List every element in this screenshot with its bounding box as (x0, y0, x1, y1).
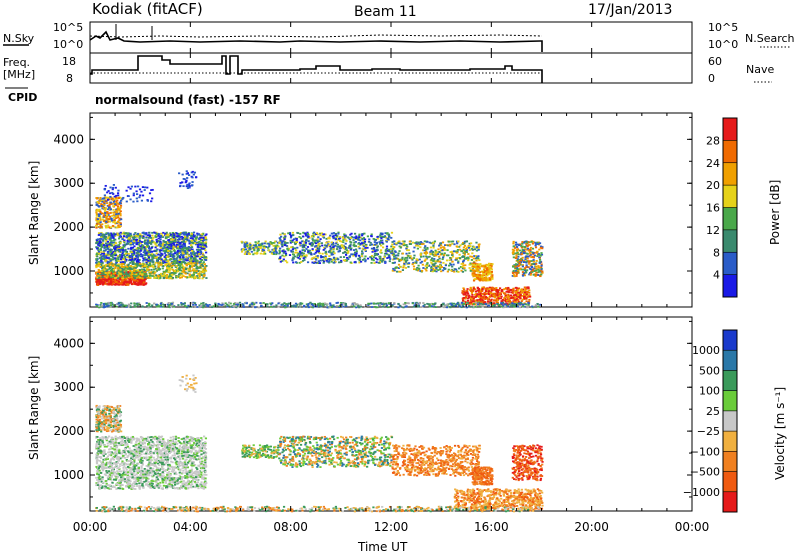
colorbar-segment (723, 140, 737, 164)
noise-right-tick-top: 10^5 (708, 21, 738, 34)
colorbar-tick-label: −500 (690, 466, 720, 479)
noise-right-tick-bottom: 10^0 (708, 38, 738, 51)
colorbar-segment (723, 451, 737, 473)
colorbar-segment (723, 274, 737, 298)
noise-left-tick-bottom: 10^0 (53, 38, 83, 51)
y-tick-label: 1000 (53, 264, 84, 278)
mhz-label: [MHz] (3, 68, 35, 81)
n-search-line (89, 34, 543, 38)
power-heatmap (95, 170, 544, 309)
velocity-panel: 1000 2000 3000 4000 Slant Range [km] 1000 50… (27, 316, 787, 513)
colorbar-segment (723, 162, 737, 186)
colorbar-tick-label: 12 (706, 224, 720, 237)
nave-tick-bottom: 0 (708, 72, 715, 85)
x-tick-label: 04:00 (173, 520, 208, 534)
colorbar-segment (723, 350, 737, 371)
colorbar-tick-label: 28 (706, 134, 720, 147)
cpid-label: CPID (8, 91, 37, 104)
velocity-y-axis-label: Slant Range [km] (27, 356, 41, 460)
x-axis: 00:00 04:00 08:00 12:00 16:00 20:00 00:00 (73, 22, 710, 534)
power-y-axis-label: Slant Range [km] (27, 161, 41, 265)
x-tick-label: 00:00 (675, 520, 710, 534)
colorbar-segment (723, 229, 737, 253)
colorbar-tick-label: −100 (690, 445, 720, 458)
colorbar-tick-label: 1000 (692, 344, 720, 357)
colorbar-tick-label: 500 (699, 364, 720, 377)
velocity-colorbar-label: Velocity [m s⁻¹] (773, 387, 787, 480)
x-tick-label: 20:00 (574, 520, 609, 534)
freq-label: Freq. (3, 56, 30, 69)
freq-line (90, 55, 543, 83)
n-sky-line (89, 30, 543, 52)
y-tick-label: 2000 (53, 424, 84, 438)
y-tick-label: 1000 (53, 468, 84, 482)
freq-tick-top: 18 (62, 55, 76, 68)
colorbar-tick-label: 100 (699, 385, 720, 398)
n-search-label: N.Search (745, 32, 795, 45)
x-tick-label: 08:00 (273, 520, 308, 534)
colorbar-tick-label: 24 (706, 157, 720, 170)
nave-tick-top: 60 (708, 55, 722, 68)
n-sky-label: N.Sky (3, 32, 35, 45)
colorbar-segment (723, 491, 737, 513)
colorbar-tick-label: 20 (706, 179, 720, 192)
colorbar-tick-label: 4 (713, 269, 720, 282)
colorbar-tick-label: 16 (706, 202, 720, 215)
x-tick-label: 00:00 (73, 520, 108, 534)
noise-left-tick-top: 10^5 (53, 21, 83, 34)
power-y-ticks: 1000 2000 3000 4000 (53, 116, 692, 294)
colorbar-tick-label: −25 (697, 425, 720, 438)
freq-tick-bottom: 8 (66, 72, 73, 85)
site-title: Kodiak (fitACF) (92, 0, 203, 18)
x-tick-label: 12:00 (374, 520, 409, 534)
power-colorbar-label: Power [dB] (768, 180, 782, 245)
y-tick-label: 3000 (53, 176, 84, 190)
power-panel: 1000 2000 3000 4000 Slant Range [km] 4 8 12 16… (27, 112, 782, 309)
colorbar-segment (723, 471, 737, 493)
colorbar-segment (723, 252, 737, 276)
x-tick-label: 16:00 (474, 520, 509, 534)
colorbar-segment (723, 118, 737, 141)
colorbar-segment (723, 330, 737, 351)
y-tick-label: 3000 (53, 380, 84, 394)
velocity-colorbar: 1000 500 100 25 −25 −100 −500 −1000 (683, 329, 738, 513)
noise-panel: N.Sky 10^5 10^0 10^5 10^0 N.Search (3, 21, 795, 54)
velocity-heatmap (95, 374, 544, 513)
x-axis-label: Time UT (357, 540, 408, 554)
velocity-y-ticks: 1000 2000 3000 4000 (53, 320, 692, 498)
date-label: 17/Jan/2013 (588, 2, 672, 18)
power-colorbar: 4 8 12 16 20 24 28 (706, 117, 738, 298)
colorbar-tick-label: 8 (713, 246, 720, 259)
beam-label: Beam 11 (354, 4, 417, 20)
colorbar-segment (723, 410, 737, 432)
freq-panel: Freq. [MHz] 18 8 60 0 Nave CPID normalso… (3, 52, 774, 107)
colorbar-segment (723, 185, 737, 208)
colorbar-segment (723, 370, 737, 392)
cpid-program-text: normalsound (fast) -157 RF (95, 93, 281, 107)
y-tick-label: 4000 (53, 336, 84, 350)
colorbar-tick-label: 25 (706, 405, 720, 418)
colorbar-segment (723, 207, 737, 231)
nave-label: Nave (746, 63, 774, 76)
y-tick-label: 4000 (53, 132, 84, 146)
colorbar-tick-label: −1000 (683, 486, 720, 499)
colorbar-segment (723, 431, 737, 452)
colorbar-segment (723, 390, 737, 412)
y-tick-label: 2000 (53, 220, 84, 234)
